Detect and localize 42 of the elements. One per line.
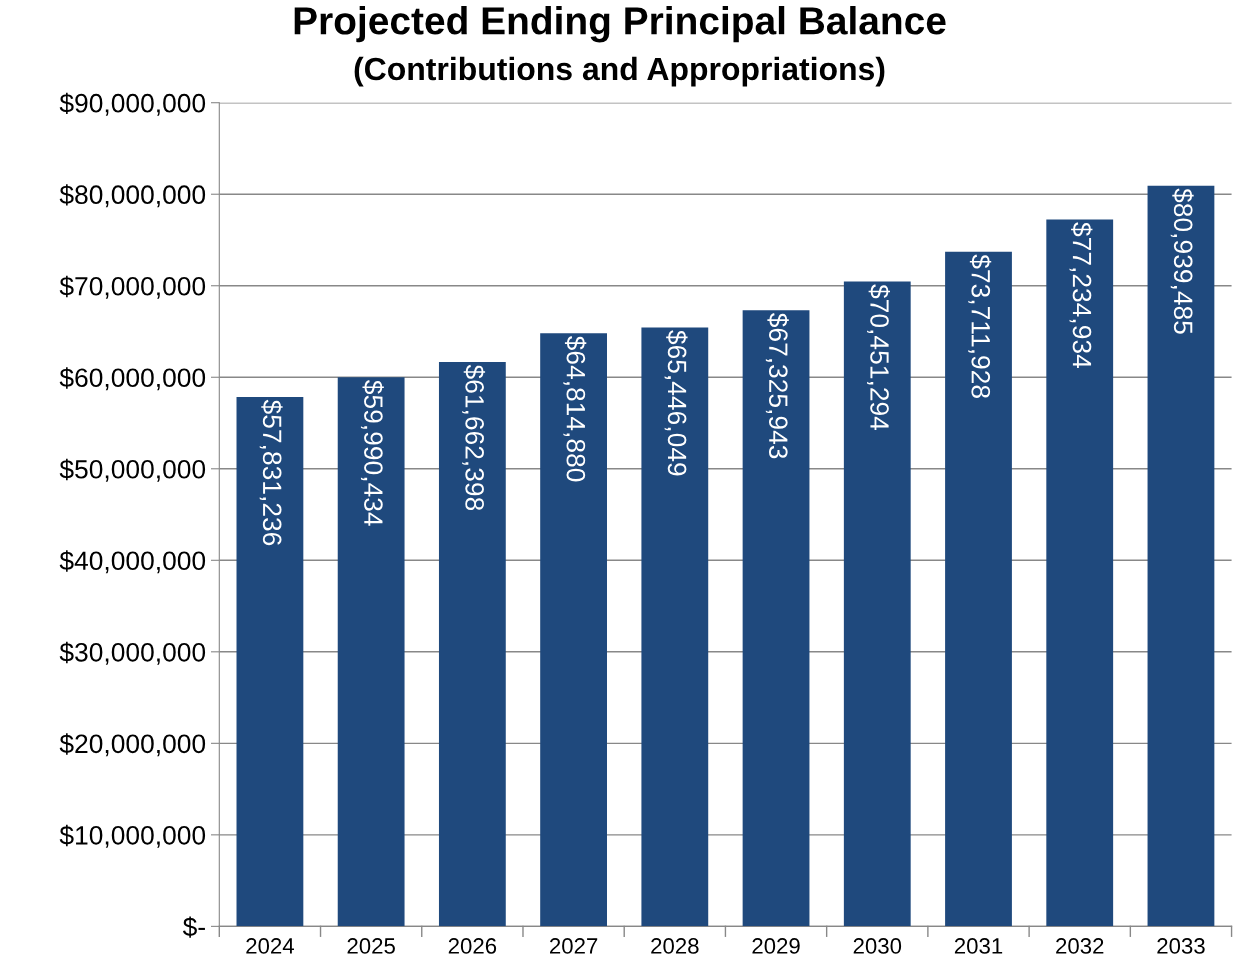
y-tick-label: $30,000,000 bbox=[59, 641, 206, 665]
x-tick-label: 2024 bbox=[246, 938, 294, 954]
x-tick-label: 2025 bbox=[347, 938, 395, 954]
data-label: $73,711,928 bbox=[968, 254, 992, 398]
y-tick-label: $80,000,000 bbox=[59, 184, 206, 208]
x-tick-label: 2033 bbox=[1157, 938, 1205, 954]
y-tick-label: $90,000,000 bbox=[59, 92, 206, 116]
x-tick-label: 2027 bbox=[550, 938, 598, 954]
bar bbox=[236, 397, 304, 927]
data-label: $57,831,236 bbox=[259, 399, 283, 546]
bar bbox=[742, 310, 810, 927]
bar bbox=[1046, 219, 1114, 927]
data-label: $59,990,434 bbox=[360, 380, 384, 526]
chart-title: Projected Ending Principal Balance bbox=[294, 6, 946, 43]
y-tick-label: $10,000,000 bbox=[59, 824, 206, 848]
data-label: $67,325,943 bbox=[765, 312, 789, 459]
bar bbox=[843, 281, 911, 927]
bar bbox=[540, 333, 607, 927]
bar bbox=[1147, 185, 1215, 927]
data-label: $80,939,485 bbox=[1170, 188, 1194, 334]
bar bbox=[438, 362, 506, 927]
data-label: $61,662,398 bbox=[462, 364, 486, 511]
y-tick-label: $40,000,000 bbox=[59, 550, 206, 574]
bar bbox=[945, 251, 1012, 927]
y-tick-label: $20,000,000 bbox=[59, 733, 206, 757]
x-tick-label: 2026 bbox=[448, 938, 497, 954]
x-tick-label: 2029 bbox=[752, 938, 800, 954]
data-label: $65,446,049 bbox=[664, 330, 688, 476]
x-tick-label: 2028 bbox=[651, 938, 699, 954]
chart-subtitle: (Contributions and Appropriations) bbox=[354, 56, 885, 87]
x-tick-label: 2032 bbox=[1056, 938, 1104, 954]
data-label: $64,814,880 bbox=[563, 335, 587, 482]
y-tick-label: $60,000,000 bbox=[59, 367, 206, 391]
data-label: $77,234,934 bbox=[1069, 222, 1093, 368]
bar bbox=[641, 327, 709, 927]
data-label: $70,451,294 bbox=[867, 284, 890, 431]
x-tick-label: 2030 bbox=[853, 938, 902, 954]
y-tick-label: $70,000,000 bbox=[59, 275, 206, 299]
y-tick-label: $50,000,000 bbox=[59, 458, 206, 482]
y-tick-label: $- bbox=[182, 916, 205, 938]
x-tick-label: 2031 bbox=[954, 938, 1003, 954]
bar bbox=[337, 377, 405, 927]
